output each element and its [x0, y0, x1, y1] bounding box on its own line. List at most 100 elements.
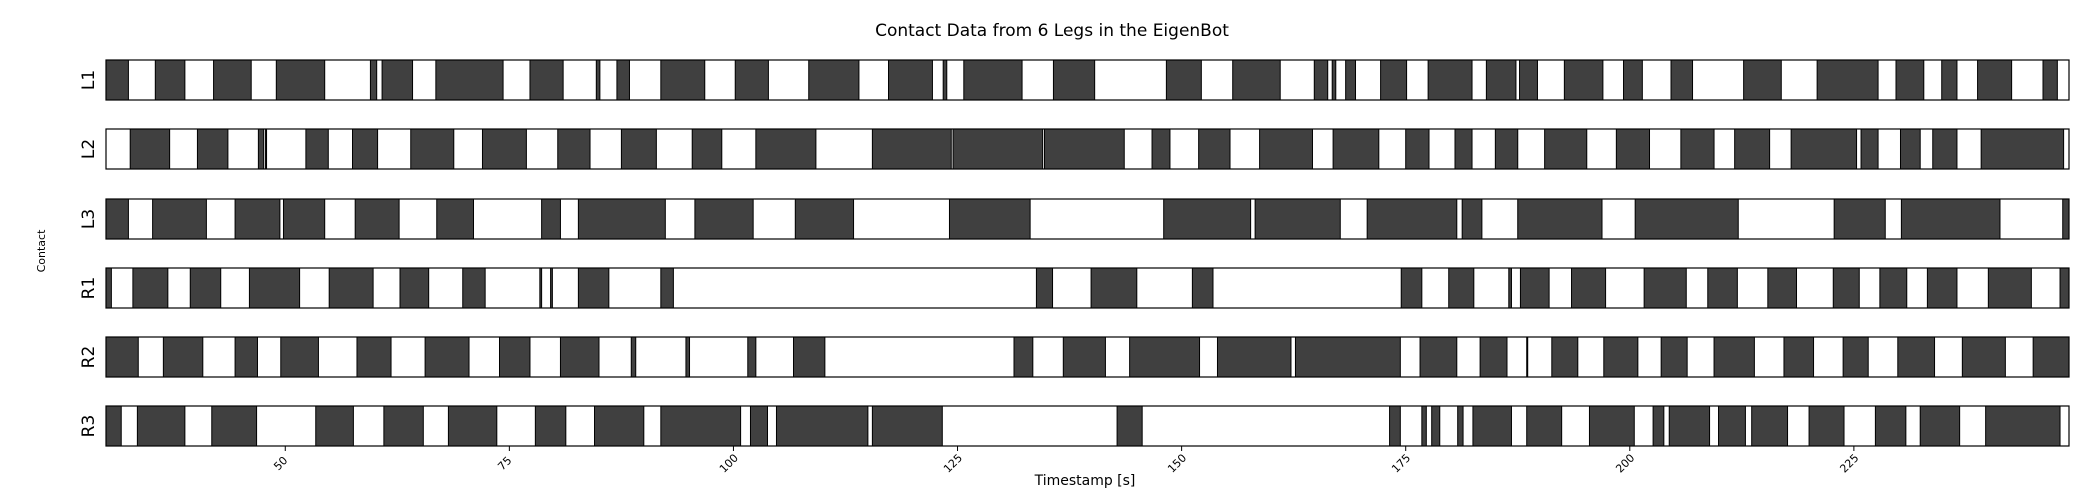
contact-interval	[1977, 59, 2013, 101]
chart-title: Contact Data from 6 Legs in the EigenBot	[875, 21, 1229, 41]
contact-interval	[248, 267, 301, 309]
leg-row-l3: L3	[79, 198, 2070, 240]
x-axis-label: Timestamp [s]	[1034, 473, 1136, 489]
contact-interval	[685, 336, 691, 378]
contact-interval	[275, 59, 326, 101]
contact-interval	[1508, 267, 1512, 309]
contact-interval	[1052, 59, 1096, 101]
contact-interval	[749, 405, 769, 447]
contact-interval	[356, 336, 392, 378]
x-tick-label: 225	[1837, 452, 1861, 476]
contact-interval	[871, 405, 943, 447]
contact-interval	[129, 128, 171, 170]
contact-interval	[1874, 405, 1907, 447]
contact-interval	[1129, 336, 1201, 378]
contact-interval	[1191, 267, 1214, 309]
contact-interval	[1165, 59, 1202, 101]
contact-interval	[1879, 267, 1908, 309]
contact-interval	[2032, 336, 2070, 378]
contact-interval	[2042, 59, 2058, 101]
leg-label: L2	[79, 139, 99, 159]
contact-interval	[1419, 336, 1458, 378]
contact-interval	[1899, 128, 1921, 170]
contact-interval	[734, 59, 769, 101]
leg-row-l2: L2	[79, 128, 2070, 170]
contact-interval	[234, 336, 258, 378]
y-axis-label: Contact	[35, 229, 48, 272]
contact-interval	[399, 267, 430, 309]
contact-interval	[1808, 405, 1845, 447]
contact-interval	[534, 405, 567, 447]
row-frame	[105, 336, 2070, 378]
contact-interval	[410, 128, 455, 170]
contact-interval	[1832, 267, 1860, 309]
x-tick-label: 200	[1613, 452, 1637, 476]
contact-interval	[952, 128, 1044, 170]
contact-interval	[328, 267, 374, 309]
contact-interval	[660, 405, 742, 447]
row-background	[106, 199, 2069, 239]
contact-interval	[436, 198, 475, 240]
row-frame	[105, 59, 2070, 101]
contact-interval	[541, 198, 561, 240]
contact-interval	[616, 59, 630, 101]
contact-interval	[498, 336, 531, 378]
leg-label: L1	[79, 70, 99, 90]
contact-interval	[1680, 128, 1715, 170]
contact-interval	[1932, 128, 1958, 170]
contact-interval	[808, 59, 860, 101]
contact-interval	[577, 198, 666, 240]
leg-row-r3: R3	[79, 405, 2070, 447]
contact-interval	[539, 267, 543, 309]
contact-interval	[550, 267, 553, 309]
contact-interval	[1707, 267, 1738, 309]
contact-interval	[1615, 128, 1651, 170]
contact-interval	[462, 267, 486, 309]
contact-interval	[1519, 59, 1538, 101]
contact-interval	[282, 198, 326, 240]
contact-interval	[213, 59, 252, 101]
contact-interval	[1670, 59, 1694, 101]
row-frame	[105, 128, 2070, 170]
contact-interval	[1232, 59, 1281, 101]
contact-interval	[1713, 336, 1755, 378]
contact-interval	[1734, 128, 1771, 170]
contact-interval	[963, 59, 1023, 101]
contact-interval	[1897, 336, 1936, 378]
contact-interval	[559, 336, 600, 378]
contact-interval	[211, 405, 258, 447]
x-tick-label: 150	[1165, 452, 1189, 476]
contact-interval	[1987, 267, 2032, 309]
contact-interval	[1485, 59, 1517, 101]
contact-interval	[105, 267, 112, 309]
contact-interval	[1216, 336, 1292, 378]
x-tick-label: 75	[495, 454, 514, 473]
leg-row-l1: L1	[79, 59, 2070, 101]
contact-interval	[1461, 198, 1483, 240]
contact-interval	[280, 336, 319, 378]
contact-interval	[1517, 198, 1603, 240]
contact-interval	[1090, 267, 1138, 309]
contact-interval	[351, 128, 379, 170]
contact-interval	[1062, 336, 1106, 378]
contact-interval	[595, 59, 601, 101]
row-frame	[105, 198, 2070, 240]
contact-interval	[630, 336, 637, 378]
contact-interval	[1842, 336, 1869, 378]
contact-interval	[1603, 336, 1639, 378]
contact-interval	[792, 336, 826, 378]
contact-interval	[1431, 405, 1441, 447]
x-tick-label: 175	[1389, 452, 1413, 476]
contact-interval	[1790, 128, 1858, 170]
contact-interval	[189, 267, 222, 309]
contact-interval	[1259, 128, 1313, 170]
contact-interval	[942, 59, 948, 101]
leg-label: R2	[79, 346, 99, 369]
contact-interval	[1895, 59, 1925, 101]
contact-interval	[1668, 405, 1711, 447]
x-tick-label: 125	[941, 452, 965, 476]
contact-interval	[620, 128, 657, 170]
contact-interval	[424, 336, 470, 378]
contact-interval	[154, 59, 186, 101]
